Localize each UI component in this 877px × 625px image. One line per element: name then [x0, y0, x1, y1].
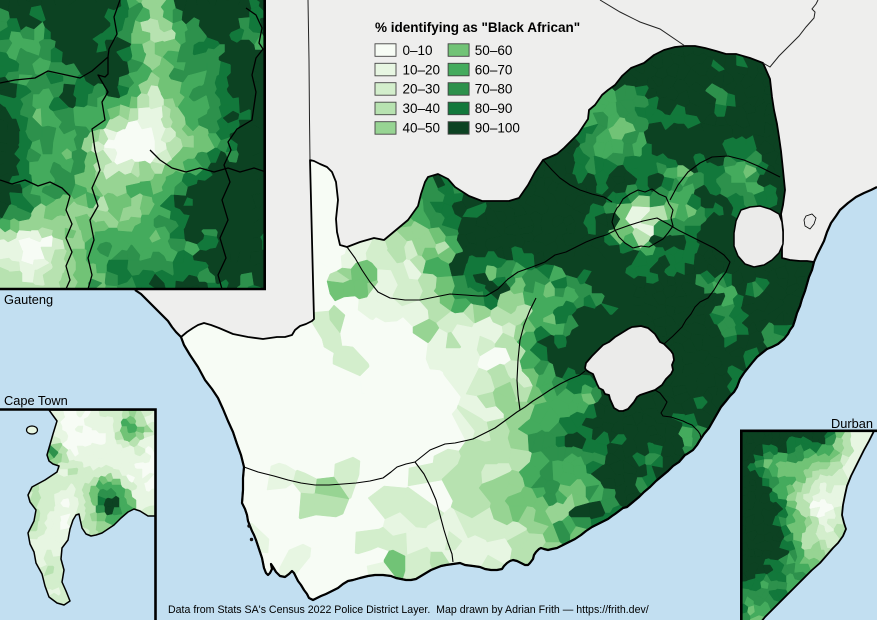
svg-text:Cape Town: Cape Town: [4, 393, 68, 408]
svg-text:60–70: 60–70: [475, 62, 513, 77]
svg-text:0–10: 0–10: [403, 43, 433, 58]
svg-text:30–40: 30–40: [403, 101, 441, 116]
svg-text:70–80: 70–80: [475, 82, 513, 97]
svg-text:50–60: 50–60: [475, 43, 513, 58]
svg-text:80–90: 80–90: [475, 101, 513, 116]
svg-text:90–100: 90–100: [475, 121, 520, 136]
svg-text:% identifying as "Black Africa: % identifying as "Black African": [375, 20, 580, 35]
svg-text:10–20: 10–20: [403, 62, 441, 77]
svg-text:20–30: 20–30: [403, 82, 441, 97]
svg-text:40–50: 40–50: [403, 121, 441, 136]
svg-text:Gauteng: Gauteng: [4, 292, 53, 307]
svg-text:Data from Stats SA's Census 20: Data from Stats SA's Census 2022 Police …: [168, 604, 649, 616]
svg-text:Durban: Durban: [831, 416, 873, 431]
